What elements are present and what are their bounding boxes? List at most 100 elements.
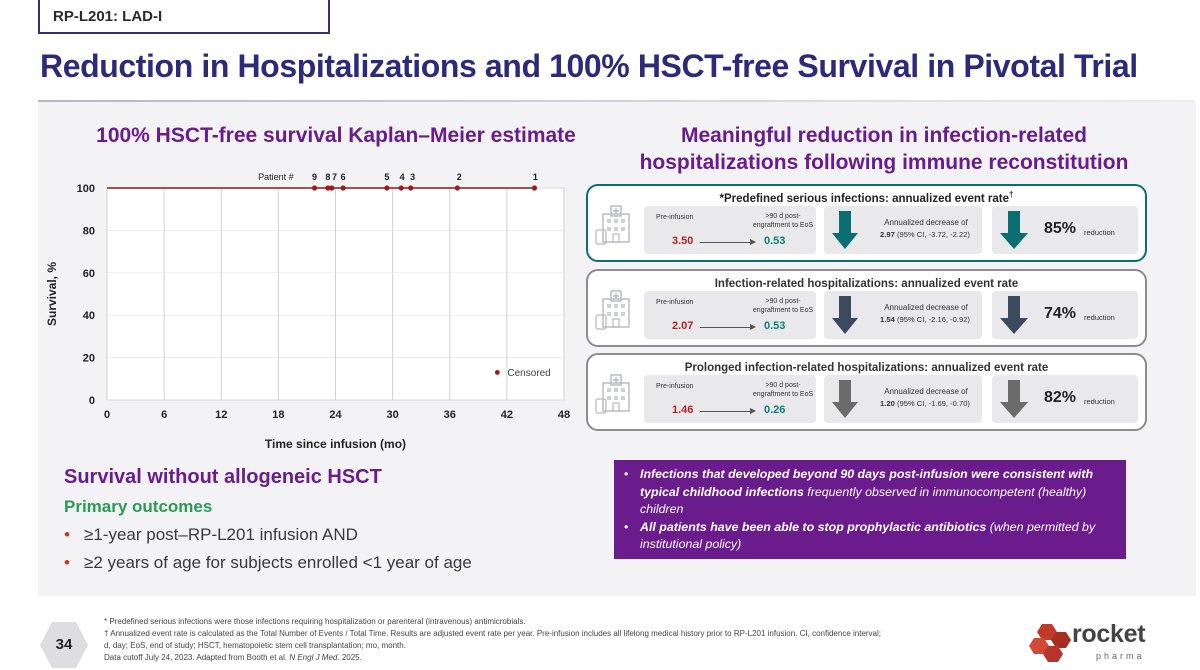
patient-label: 2	[457, 172, 462, 182]
y-tick-label: 80	[83, 225, 95, 237]
down-arrow-icon	[832, 211, 858, 249]
censored-marker	[531, 185, 538, 191]
card-title: Infection-related hospitalizations: annu…	[714, 277, 1019, 290]
reduction-label: reduction	[1084, 228, 1115, 237]
hospital-icon	[595, 205, 630, 245]
chart-labels: Patient # 9 8 7 6 5 4 3 2 1 Censored	[258, 172, 551, 379]
patient-axis-label: Patient #	[258, 172, 294, 182]
y-tick-label: 20	[83, 353, 95, 365]
post-engraftment-label: >90 d post-engraftment to EoS	[752, 213, 814, 229]
annualized-decrease-box: Annualized decrease of 1.20 (95% CI, -1.…	[824, 375, 982, 423]
y-tick-label: 40	[83, 310, 95, 322]
chart-series	[107, 185, 538, 191]
post-engraftment-value: 0.53	[764, 320, 786, 332]
decrease-label: Annualized decrease of	[884, 387, 968, 396]
reduction-box: 85% reduction	[992, 206, 1138, 254]
post-engraftment-value: 0.53	[764, 235, 786, 247]
y-tick-label: 100	[77, 183, 95, 195]
logo-sub: pharma	[1096, 651, 1145, 661]
y-tick-label: 0	[89, 395, 95, 407]
right-arrow-icon	[700, 408, 756, 414]
censored-marker	[311, 185, 318, 191]
patient-label: 8	[325, 172, 330, 182]
page-number: 34	[40, 622, 88, 668]
hexagon-logo-icon	[1029, 624, 1071, 662]
hospital-icon	[595, 374, 630, 414]
primary-outcomes-heading: Primary outcomes	[64, 497, 213, 516]
censored-marker	[454, 185, 460, 191]
x-tick-label: 36	[444, 409, 456, 421]
censored-marker	[340, 185, 346, 191]
decrease-value: 2.97 (95% CI, -3.72, -2.22)	[880, 230, 970, 239]
patient-label: 9	[312, 172, 317, 182]
censored-marker	[325, 185, 331, 191]
y-tick-label: 60	[83, 268, 95, 280]
reduction-percent: 85%	[1044, 220, 1077, 237]
decrease-label: Annualized decrease of	[884, 218, 968, 227]
pre-post-box: Pre-infusion >90 d post-engraftment to E…	[644, 291, 816, 339]
right-arrow-icon	[700, 239, 756, 245]
right-arrow-icon	[700, 324, 756, 330]
reduction-box: 74% reduction	[992, 291, 1138, 339]
reduction-percent: 82%	[1044, 389, 1077, 406]
down-arrow-icon	[832, 380, 858, 418]
event-rate-card: Prolonged infection-related hospitalizat…	[586, 353, 1147, 431]
hospitalization-section-title: Meaningful reduction in infection-relate…	[600, 122, 1168, 176]
pre-infusion-value: 2.07	[672, 320, 694, 332]
x-tick-label: 30	[387, 409, 399, 421]
hospitalization-title-line1: Meaningful reduction in infection-relate…	[680, 124, 1087, 147]
pre-infusion-label: Pre-infusion	[656, 383, 694, 390]
rocket-pharma-logo: rocket pharma	[1024, 618, 1184, 668]
card-title: Prolonged infection-related hospitalizat…	[684, 361, 1049, 374]
pre-post-box: Pre-infusion >90 d post-engraftment to E…	[644, 375, 816, 423]
x-tick-label: 0	[104, 409, 110, 421]
patient-label: 1	[533, 172, 538, 182]
event-rate-card: *Predefined serious infections: annualiz…	[586, 184, 1147, 262]
patient-label: 5	[384, 172, 389, 182]
censored-marker	[329, 185, 335, 191]
x-axis-title: Time since infusion (mo)	[265, 437, 406, 451]
patient-label: 6	[341, 172, 346, 182]
annualized-decrease-box: Annualized decrease of 1.54 (95% CI, -2.…	[824, 291, 982, 339]
censored-marker	[398, 185, 404, 191]
page-title: Reduction in Hospitalizations and 100% H…	[40, 48, 1138, 84]
deck-tag-label: RP-L201: LAD-I	[53, 8, 163, 25]
annualized-decrease-box: Annualized decrease of 2.97 (95% CI, -3.…	[824, 206, 982, 254]
patient-label: 4	[400, 172, 405, 182]
km-section-title: 100% HSCT-free survival Kaplan–Meier est…	[96, 124, 576, 147]
legend-label: Censored	[507, 368, 550, 379]
chart-grid	[106, 187, 565, 401]
outcome-bullet: • ≥2 years of age for subjects enrolled <…	[64, 553, 472, 572]
pre-infusion-label: Pre-infusion	[656, 299, 694, 306]
x-tick-label: 18	[272, 409, 284, 421]
callout-bullet: Infections that developed beyond 90 days…	[620, 466, 1116, 519]
censored-marker	[384, 185, 390, 191]
x-tick-label: 48	[558, 409, 570, 421]
callout-bullet: All patients have been able to stop prop…	[620, 519, 1116, 554]
patient-label: 3	[410, 172, 415, 182]
hospital-icon	[595, 290, 630, 330]
reduction-box: 82% reduction	[992, 375, 1138, 423]
censored-marker	[408, 185, 414, 191]
post-engraftment-label: >90 d post-engraftment to EoS	[752, 298, 814, 314]
reduction-label: reduction	[1084, 313, 1115, 322]
down-arrow-icon	[832, 296, 858, 334]
x-tick-label: 42	[501, 409, 513, 421]
legend-marker	[494, 370, 500, 375]
survival-heading: Survival without allogeneic HSCT	[64, 466, 382, 488]
down-arrow-icon	[1000, 296, 1028, 334]
y-axis-title: Survival, %	[45, 262, 59, 326]
x-tick-label: 6	[161, 409, 167, 421]
pre-infusion-value: 1.46	[672, 404, 694, 416]
pre-infusion-value: 3.50	[672, 235, 694, 247]
decrease-value: 1.20 (95% CI, -1.69, -0.70)	[880, 399, 970, 408]
reduction-percent: 74%	[1044, 305, 1077, 322]
down-arrow-icon	[1000, 211, 1028, 249]
event-rate-card: Infection-related hospitalizations: annu…	[586, 269, 1147, 347]
patient-label: 7	[332, 172, 337, 182]
logo-word: rocket	[1072, 620, 1146, 648]
deck-tag: RP-L201: LAD-I	[38, 0, 330, 34]
pre-infusion-label: Pre-infusion	[656, 214, 694, 221]
footnotes: * Predefined serious infections were tho…	[104, 617, 882, 662]
